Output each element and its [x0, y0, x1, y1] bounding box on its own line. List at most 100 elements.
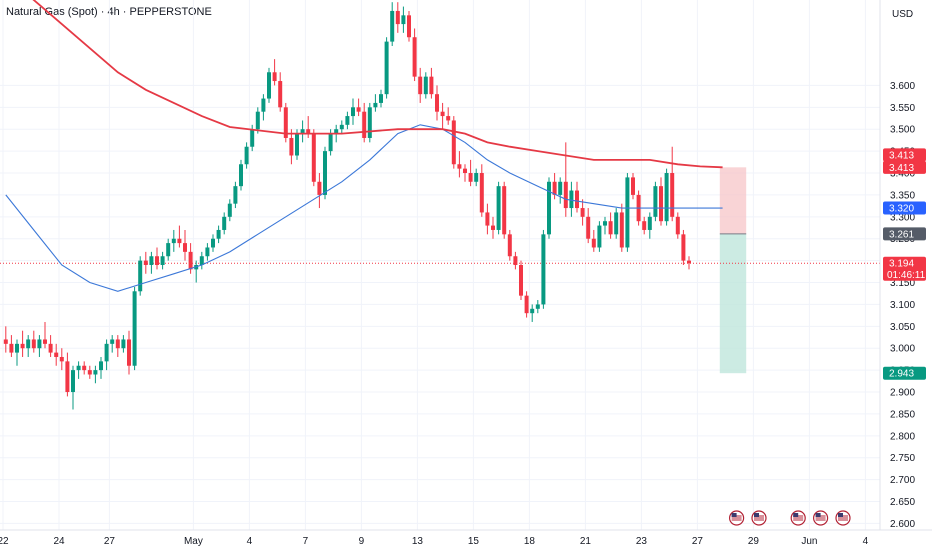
- candle: [479, 164, 484, 217]
- x-tick-label: May: [184, 536, 203, 547]
- candle: [625, 173, 630, 252]
- candle: [614, 208, 619, 239]
- candle: [541, 229, 546, 309]
- candle: [306, 116, 311, 138]
- candle: [373, 94, 378, 112]
- candle: [603, 216, 607, 235]
- svg-text:2.943: 2.943: [889, 369, 914, 380]
- candle: [283, 102, 288, 143]
- candle: [261, 94, 266, 121]
- y-tick-label: 2.800: [890, 431, 915, 442]
- candle: [199, 251, 204, 270]
- candle: [15, 339, 19, 366]
- y-tick-label: 2.700: [890, 475, 915, 486]
- candle: [485, 203, 490, 235]
- countdown-label: 01:46:11: [887, 270, 926, 281]
- price-badge: 3.320: [883, 201, 926, 215]
- candle: [278, 72, 283, 112]
- candle: [463, 164, 467, 182]
- candle: [65, 352, 70, 397]
- time-axis[interactable]: 22 24 27 May 4 7 9 13 15 18 21 23 27 29 Jun 4: [0, 529, 932, 547]
- candle: [104, 339, 109, 371]
- us-flag-icon[interactable]: [728, 510, 745, 526]
- candle: [367, 102, 372, 143]
- us-flag-icon[interactable]: [835, 510, 851, 526]
- candle: [451, 116, 456, 169]
- moving-averages: [5, 0, 723, 292]
- us-flag-icon[interactable]: [790, 510, 806, 526]
- candle: [687, 256, 691, 270]
- candle: [547, 177, 551, 239]
- candle: [110, 335, 115, 353]
- x-tick-label: 9: [359, 536, 365, 547]
- candle: [3, 326, 8, 353]
- candle: [9, 335, 14, 357]
- y-tick-label: 3.500: [890, 125, 915, 136]
- candle: [149, 251, 154, 274]
- svg-text:3.413: 3.413: [889, 150, 914, 161]
- candle: [418, 67, 423, 103]
- candle: [82, 361, 87, 375]
- candle: [563, 142, 568, 217]
- candle: [211, 234, 215, 252]
- candle: [121, 335, 126, 353]
- x-tick-label: 18: [524, 536, 536, 547]
- y-tick-label: 3.300: [890, 212, 915, 223]
- x-tick-label: 21: [580, 536, 592, 547]
- candle: [440, 102, 445, 130]
- candle: [681, 229, 686, 265]
- candle: [216, 225, 221, 244]
- candle: [345, 111, 350, 130]
- candle: [502, 181, 507, 239]
- candle: [631, 173, 635, 200]
- price-badge: 2.943: [883, 366, 926, 380]
- candle: [43, 321, 47, 349]
- y-tick-label: 2.600: [890, 519, 915, 530]
- x-tick-label: 15: [468, 536, 480, 547]
- candle: [491, 216, 495, 239]
- ma-red-line: [32, 0, 723, 169]
- candle: [558, 177, 563, 204]
- x-tick-label: 4: [247, 536, 253, 547]
- x-tick-label: 29: [748, 536, 760, 547]
- candle: [670, 146, 675, 222]
- candle: [300, 120, 305, 143]
- candle: [580, 199, 585, 226]
- y-tick-label: 3.150: [890, 278, 915, 289]
- x-tick-label: 13: [412, 536, 424, 547]
- candle: [166, 238, 171, 261]
- candle: [37, 335, 42, 357]
- candle: [524, 291, 529, 318]
- y-tick-label: 3.050: [890, 322, 915, 333]
- candle: [93, 365, 98, 384]
- candle: [586, 208, 591, 244]
- candle: [160, 251, 165, 270]
- x-tick-label: 27: [692, 536, 704, 547]
- candle: [143, 251, 148, 274]
- candle: [171, 229, 176, 252]
- economic-events[interactable]: [728, 510, 851, 526]
- candle: [384, 37, 389, 99]
- candle: [642, 216, 647, 235]
- candle: [407, 10, 411, 42]
- candle: [474, 168, 479, 187]
- candle: [468, 159, 473, 187]
- candle: [127, 330, 131, 375]
- us-flag-icon[interactable]: [751, 510, 767, 526]
- candles: [3, 2, 691, 410]
- currency-label: USD: [892, 9, 913, 20]
- candle: [227, 199, 232, 222]
- candle: [272, 59, 277, 86]
- y-tick-label: 2.900: [890, 388, 915, 399]
- us-flag-icon[interactable]: [812, 510, 829, 526]
- position-zones: [0, 167, 880, 374]
- candle: [255, 107, 260, 134]
- x-tick-label: 23: [636, 536, 648, 547]
- stop-loss-zone: [719, 167, 747, 234]
- candle: [59, 348, 64, 371]
- candle: [267, 67, 271, 103]
- x-tick-label: 22: [0, 536, 9, 547]
- candle: [356, 98, 361, 117]
